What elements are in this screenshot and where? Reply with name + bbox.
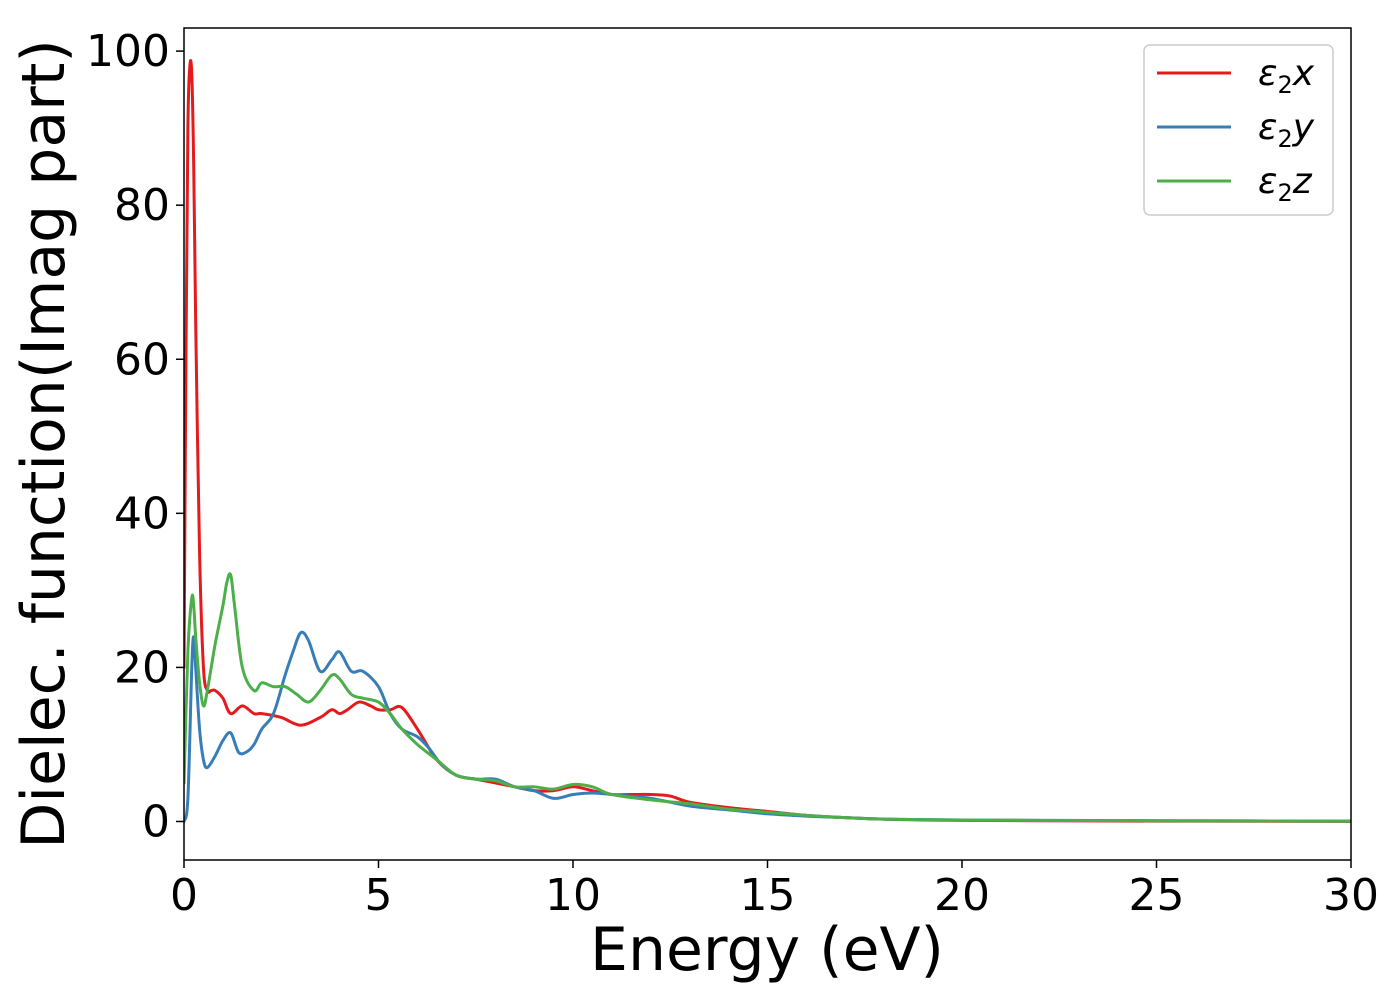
x-tick-label: 15	[740, 870, 796, 921]
legend-label: ε2x	[1258, 53, 1315, 99]
x-tick-label: 0	[170, 870, 198, 921]
legend-label: ε2z	[1258, 161, 1313, 207]
y-axis-label: Dielec. function(Imag part)	[9, 39, 79, 849]
series-lines	[184, 59, 1351, 823]
y-tick-label: 20	[114, 642, 170, 693]
axis-ticks: 0 5 10 15 20 25 30 0 20 40 60 80 100	[86, 26, 1379, 921]
legend-box	[1143, 44, 1334, 216]
x-tick-label: 25	[1129, 870, 1185, 921]
y-tick-label: 100	[86, 26, 170, 77]
y-tick-label: 40	[114, 488, 170, 539]
x-tick-label: 30	[1323, 870, 1379, 921]
legend-label: ε2y	[1258, 107, 1315, 153]
x-tick-label: 20	[934, 870, 990, 921]
x-tick-label: 10	[545, 870, 601, 921]
y-tick-label: 0	[142, 796, 170, 847]
y-tick-label: 80	[114, 180, 170, 231]
y-tick-label: 60	[114, 334, 170, 385]
legend: ε2x ε2y ε2z	[1143, 44, 1334, 216]
x-tick-label: 5	[365, 870, 393, 921]
series-line-z	[184, 572, 1351, 823]
plot-area-frame	[183, 27, 1352, 861]
series-line-y	[184, 630, 1351, 823]
x-axis-label: Energy (eV)	[590, 915, 944, 985]
